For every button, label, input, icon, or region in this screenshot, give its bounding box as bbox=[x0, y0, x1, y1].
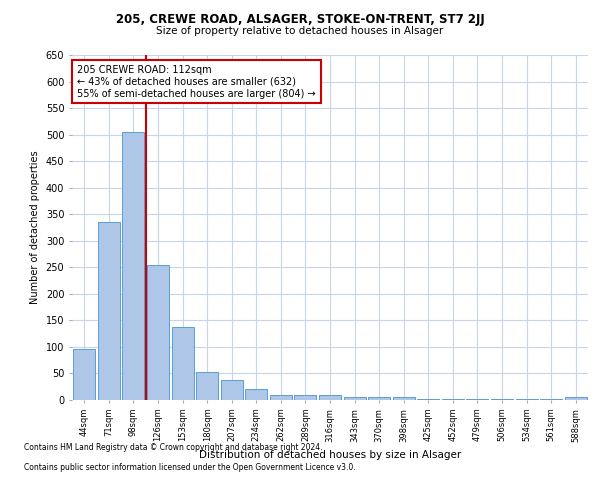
Bar bbox=[344, 398, 365, 400]
Text: 205, CREWE ROAD, ALSAGER, STOKE-ON-TRENT, ST7 2JJ: 205, CREWE ROAD, ALSAGER, STOKE-ON-TRENT… bbox=[116, 12, 484, 26]
X-axis label: Distribution of detached houses by size in Alsager: Distribution of detached houses by size … bbox=[199, 450, 461, 460]
Text: Contains public sector information licensed under the Open Government Licence v3: Contains public sector information licen… bbox=[24, 462, 356, 471]
Bar bbox=[319, 394, 341, 400]
Bar bbox=[73, 348, 95, 400]
Bar bbox=[392, 398, 415, 400]
Bar bbox=[245, 389, 268, 400]
Bar bbox=[565, 398, 587, 400]
Bar bbox=[221, 380, 243, 400]
Bar bbox=[368, 398, 390, 400]
Bar bbox=[122, 132, 145, 400]
Bar bbox=[98, 222, 120, 400]
Bar bbox=[172, 328, 194, 400]
Text: 205 CREWE ROAD: 112sqm
← 43% of detached houses are smaller (632)
55% of semi-de: 205 CREWE ROAD: 112sqm ← 43% of detached… bbox=[77, 66, 316, 98]
Text: Size of property relative to detached houses in Alsager: Size of property relative to detached ho… bbox=[157, 26, 443, 36]
Bar bbox=[417, 399, 439, 400]
Text: Contains HM Land Registry data © Crown copyright and database right 2024.: Contains HM Land Registry data © Crown c… bbox=[24, 442, 323, 452]
Bar bbox=[147, 264, 169, 400]
Y-axis label: Number of detached properties: Number of detached properties bbox=[30, 150, 40, 304]
Bar bbox=[270, 394, 292, 400]
Bar bbox=[442, 399, 464, 400]
Bar bbox=[295, 394, 316, 400]
Bar bbox=[196, 372, 218, 400]
